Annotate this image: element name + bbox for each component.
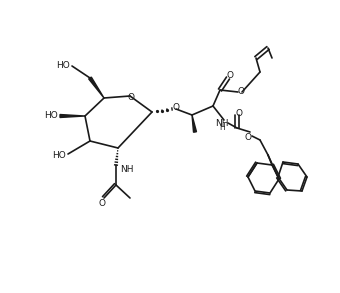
Text: O: O <box>238 86 244 96</box>
Polygon shape <box>89 77 104 98</box>
Text: NH: NH <box>215 118 229 127</box>
Polygon shape <box>60 115 85 117</box>
Text: O: O <box>128 93 135 101</box>
Polygon shape <box>192 115 197 132</box>
Text: HO: HO <box>56 60 70 69</box>
Text: HO: HO <box>44 112 58 120</box>
Text: O: O <box>226 71 234 81</box>
Text: O: O <box>99 198 105 207</box>
Text: NH: NH <box>120 166 134 175</box>
Text: HO: HO <box>52 151 66 159</box>
Text: O: O <box>236 110 242 118</box>
Text: H: H <box>219 122 225 132</box>
Text: O: O <box>244 132 252 142</box>
Text: O: O <box>172 103 180 113</box>
